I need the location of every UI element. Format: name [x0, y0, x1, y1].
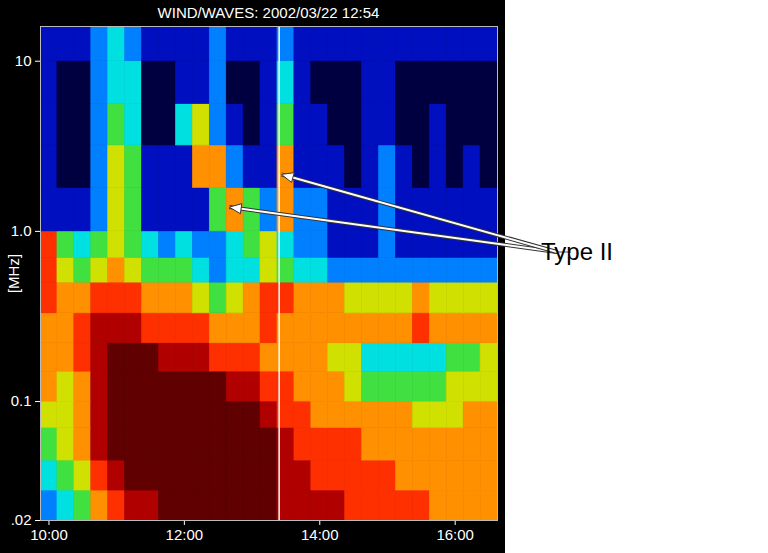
svg-text:10: 10	[15, 52, 32, 69]
svg-text:14:00: 14:00	[301, 526, 339, 543]
svg-text:Type II: Type II	[541, 238, 613, 265]
svg-text:12:00: 12:00	[166, 526, 204, 543]
svg-text:[MHz]: [MHz]	[5, 254, 22, 293]
svg-text:1.0: 1.0	[11, 222, 32, 239]
svg-text:16:00: 16:00	[436, 526, 474, 543]
svg-text:WIND/WAVES: 2002/03/22 12:54: WIND/WAVES: 2002/03/22 12:54	[158, 4, 380, 21]
svg-text:10:00: 10:00	[30, 526, 68, 543]
svg-text:.02: .02	[11, 511, 32, 528]
svg-text:0.1: 0.1	[11, 392, 32, 409]
